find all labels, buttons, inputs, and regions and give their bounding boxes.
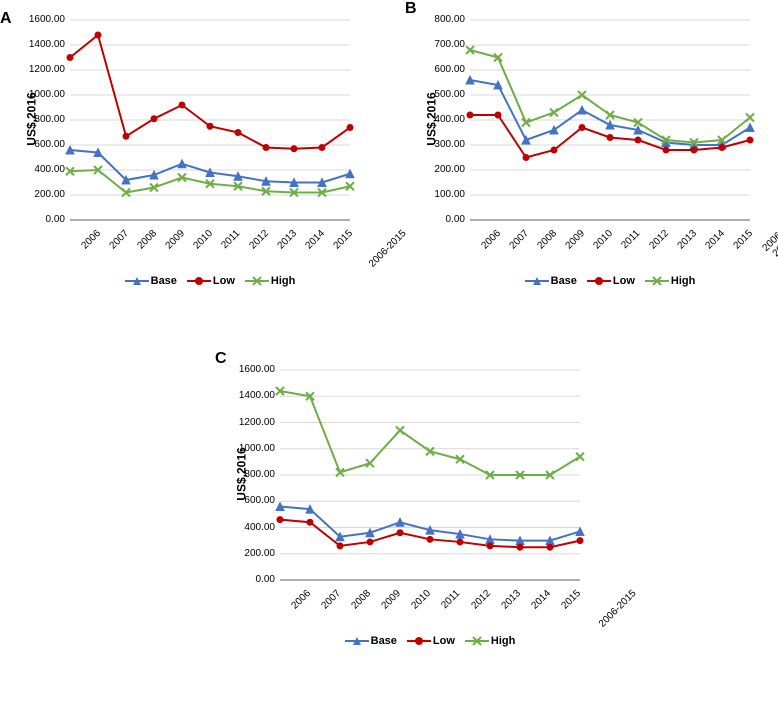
legend-item-high: High bbox=[645, 275, 695, 287]
y-tick-A: 1400.00 bbox=[25, 39, 65, 50]
x-tick-B: 2013 bbox=[676, 228, 700, 252]
y-tick-C: 600.00 bbox=[235, 495, 275, 506]
y-tick-C: 1200.00 bbox=[235, 417, 275, 428]
chart-container: AUS$,20160.00200.00400.00600.00800.00100… bbox=[0, 0, 778, 701]
x-tick-C: 2006 bbox=[290, 588, 314, 612]
chart-svg-A bbox=[65, 15, 355, 225]
x-tick-B: 2009 bbox=[564, 228, 588, 252]
y-tick-C: 400.00 bbox=[235, 522, 275, 533]
legend-item-base: Base bbox=[525, 275, 577, 287]
x-tick-A: 2014 bbox=[304, 228, 328, 252]
x-tick-B: 2011 bbox=[619, 228, 642, 251]
legend-label: High bbox=[671, 275, 695, 287]
x-tick-A: 2015 bbox=[332, 228, 356, 252]
legend-item-high: High bbox=[465, 635, 515, 647]
y-tick-A: 1200.00 bbox=[25, 64, 65, 75]
legend-label: Base bbox=[371, 635, 397, 647]
legend-item-base: Base bbox=[125, 275, 177, 287]
y-tick-C: 800.00 bbox=[235, 469, 275, 480]
legend-label: Base bbox=[551, 275, 577, 287]
x-tick-A: 2013 bbox=[276, 228, 300, 252]
y-tick-B: 700.00 bbox=[425, 39, 465, 50]
x-tick-A: 2008 bbox=[136, 228, 160, 252]
legend-label: High bbox=[271, 275, 295, 287]
legend-item-base: Base bbox=[345, 635, 397, 647]
legend-label: Low bbox=[613, 275, 635, 287]
legend-label: Base bbox=[151, 275, 177, 287]
legend-A: Base Low High bbox=[70, 275, 350, 287]
y-tick-B: 800.00 bbox=[425, 14, 465, 25]
y-tick-B: 0.00 bbox=[425, 214, 465, 225]
x-tick-A: 2006-2015 bbox=[367, 228, 409, 270]
legend-B: Base Low High bbox=[470, 275, 750, 287]
y-tick-C: 1000.00 bbox=[235, 443, 275, 454]
legend-label: Low bbox=[433, 635, 455, 647]
chart-svg-B bbox=[465, 15, 755, 225]
x-tick-B: 2008 bbox=[536, 228, 560, 252]
legend-label: Low bbox=[213, 275, 235, 287]
y-tick-C: 1600.00 bbox=[235, 364, 275, 375]
y-tick-A: 1000.00 bbox=[25, 89, 65, 100]
y-tick-A: 600.00 bbox=[25, 139, 65, 150]
y-tick-C: 1400.00 bbox=[235, 390, 275, 401]
y-tick-A: 200.00 bbox=[25, 189, 65, 200]
x-tick-C: 2013 bbox=[500, 588, 524, 612]
legend-item-low: Low bbox=[407, 635, 455, 647]
x-tick-A: 2012 bbox=[248, 228, 272, 252]
y-tick-A: 0.00 bbox=[25, 214, 65, 225]
y-tick-B: 200.00 bbox=[425, 164, 465, 175]
x-tick-B: 2012 bbox=[648, 228, 672, 252]
x-tick-C: 2010 bbox=[410, 588, 434, 612]
y-tick-A: 1600.00 bbox=[25, 14, 65, 25]
y-tick-B: 300.00 bbox=[425, 139, 465, 150]
x-tick-C: 2009 bbox=[380, 588, 404, 612]
x-tick-C: 2011 bbox=[439, 588, 462, 611]
x-tick-C: 2012 bbox=[470, 588, 494, 612]
legend-item-low: Low bbox=[187, 275, 235, 287]
x-tick-B: 2006 bbox=[480, 228, 504, 252]
y-tick-A: 400.00 bbox=[25, 164, 65, 175]
y-tick-C: 200.00 bbox=[235, 548, 275, 559]
x-tick-A: 2007 bbox=[108, 228, 132, 252]
y-tick-A: 800.00 bbox=[25, 114, 65, 125]
x-tick-B: 2006-2015 bbox=[760, 228, 778, 262]
x-tick-C: 2008 bbox=[350, 588, 374, 612]
x-tick-C: 2006-2015 bbox=[597, 588, 639, 630]
x-tick-A: 2009 bbox=[164, 228, 188, 252]
legend-item-low: Low bbox=[587, 275, 635, 287]
y-tick-B: 400.00 bbox=[425, 114, 465, 125]
x-tick-A: 2010 bbox=[192, 228, 216, 252]
panel-label-A: A bbox=[0, 10, 12, 28]
y-tick-B: 600.00 bbox=[425, 64, 465, 75]
chart-svg-C bbox=[275, 365, 585, 585]
x-tick-B: 2007 bbox=[508, 228, 532, 252]
x-tick-A: 2006 bbox=[80, 228, 104, 252]
panel-label-C: C bbox=[215, 350, 227, 368]
x-tick-B: 2014 bbox=[704, 228, 728, 252]
x-tick-B: 2010 bbox=[592, 228, 616, 252]
legend-label: High bbox=[491, 635, 515, 647]
x-tick-B: 2015 bbox=[732, 228, 756, 252]
panel-label-B: B bbox=[405, 0, 417, 18]
y-tick-C: 0.00 bbox=[235, 574, 275, 585]
x-tick-C: 2014 bbox=[530, 588, 554, 612]
y-tick-B: 100.00 bbox=[425, 189, 465, 200]
x-tick-C: 2007 bbox=[320, 588, 344, 612]
x-tick-A: 2011 bbox=[219, 228, 242, 251]
x-tick-C: 2015 bbox=[560, 588, 584, 612]
legend-item-high: High bbox=[245, 275, 295, 287]
y-tick-B: 500.00 bbox=[425, 89, 465, 100]
legend-C: Base Low High bbox=[280, 635, 580, 647]
